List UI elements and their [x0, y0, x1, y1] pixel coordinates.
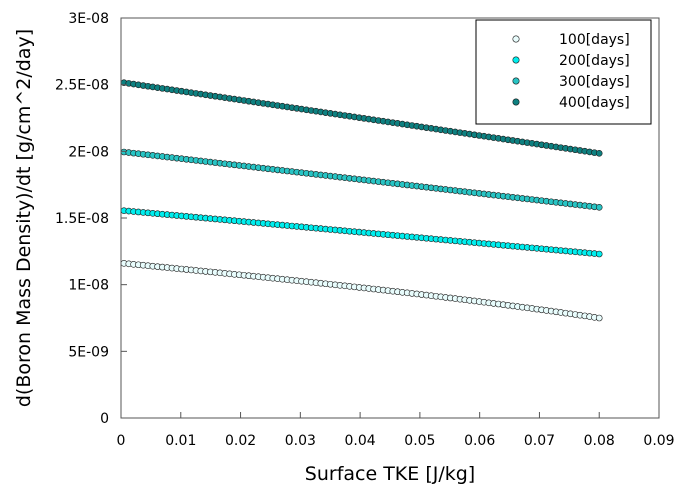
y-tick-label: 0 — [100, 411, 109, 427]
legend-box — [475, 19, 652, 125]
x-tick-label: 0 — [117, 433, 126, 449]
y-tick-label: 2.5E-08 — [55, 78, 109, 94]
x-tick-label: 0.09 — [643, 433, 674, 449]
x-tick-label: 0.06 — [464, 433, 495, 449]
y-tick-label: 1E-08 — [68, 278, 109, 294]
data-points — [120, 79, 603, 322]
legend-label: 100[days] — [559, 32, 630, 48]
x-tick-label: 0.02 — [225, 433, 256, 449]
y-tick-label: 1.5E-08 — [55, 211, 109, 227]
series-400[days] — [120, 79, 603, 157]
x-axis: 0 0.01 0.02 0.03 0.04 0.05 0.06 0.07 0.08 0.09 — [117, 412, 675, 449]
data-point — [595, 314, 603, 322]
y-tick-label: 2E-08 — [68, 144, 109, 160]
legend-marker — [512, 56, 520, 64]
y-axis-title: d(Boron Mass Density)/dt [g/cm^2/day] — [13, 29, 35, 407]
legend-label: 200[days] — [559, 53, 630, 69]
series-100[days] — [120, 260, 603, 322]
series-300[days] — [120, 148, 603, 211]
legend: 100[days] 200[days] 300[days] 400[days] — [475, 19, 652, 125]
legend-label: 400[days] — [559, 95, 630, 111]
x-axis-title: Surface TKE [J/kg] — [305, 463, 475, 485]
series-200[days] — [120, 207, 603, 258]
x-tick-label: 0.03 — [285, 433, 316, 449]
y-axis: 0 5E-09 1E-08 1.5E-08 2E-08 2.5E-08 3E-08 — [55, 11, 127, 427]
legend-marker — [512, 77, 520, 85]
legend-marker — [512, 98, 520, 106]
legend-label: 300[days] — [559, 74, 630, 90]
x-tick-label: 0.08 — [584, 433, 615, 449]
y-tick-label: 3E-08 — [68, 11, 109, 27]
y-tick-label: 5E-09 — [68, 344, 109, 360]
x-tick-label: 0.05 — [404, 433, 435, 449]
x-tick-label: 0.01 — [165, 433, 196, 449]
x-tick-label: 0.07 — [524, 433, 555, 449]
data-point — [595, 204, 603, 211]
legend-marker — [512, 35, 520, 43]
data-point — [595, 150, 603, 157]
data-point — [595, 250, 603, 258]
x-tick-label: 0.04 — [345, 433, 376, 449]
